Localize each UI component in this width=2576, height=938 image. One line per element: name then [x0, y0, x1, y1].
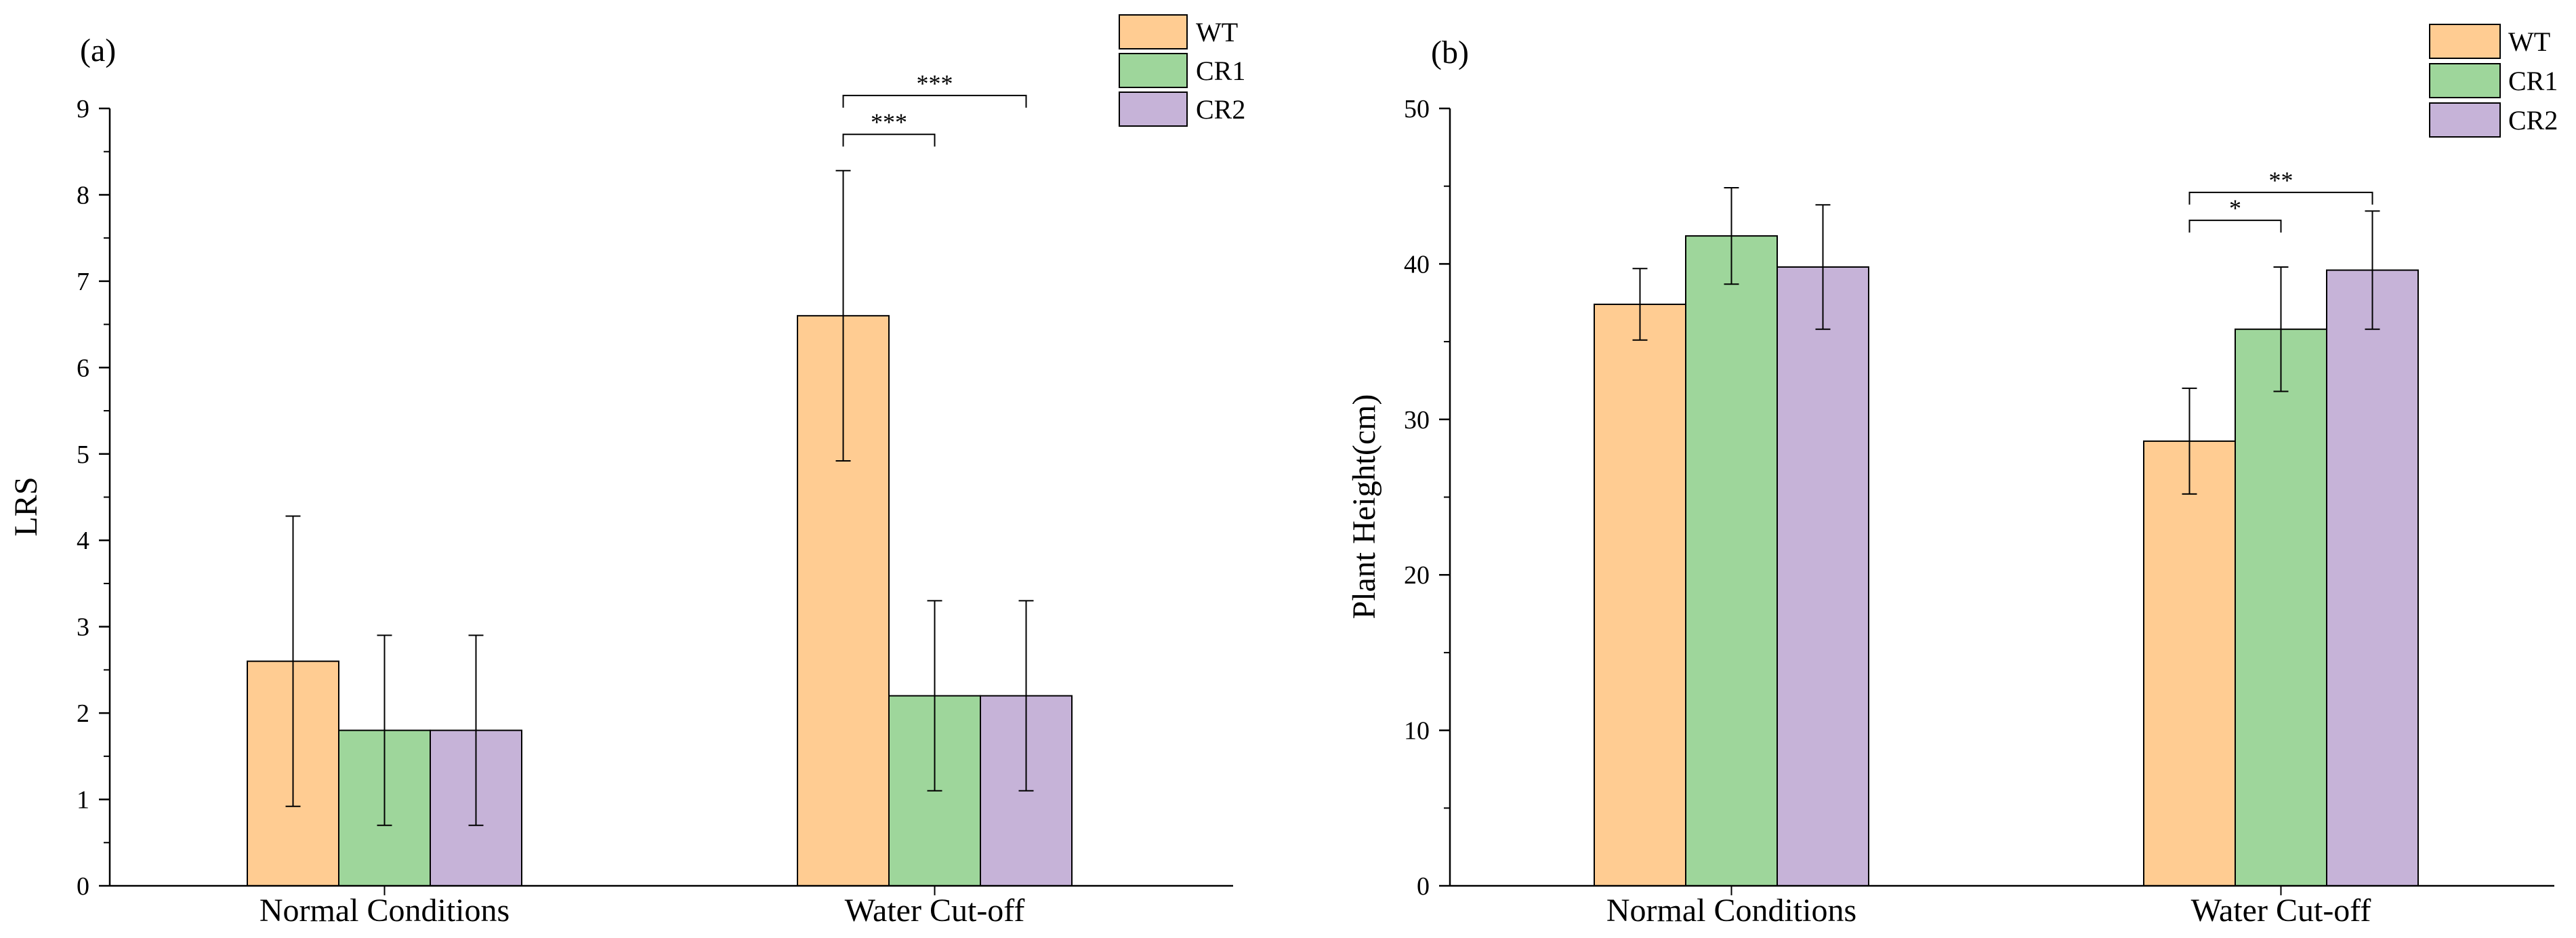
legend-label-wt: WT — [1196, 17, 1238, 47]
bar-cr2-normal — [1777, 266, 1869, 887]
y-tick-label: 20 — [1404, 561, 1430, 590]
chart-panel-b: (b) Normal Conditions Water Cut-off 0 10 20 30… — [1346, 24, 2558, 929]
y-tick-label: 9 — [77, 95, 89, 123]
chart-panel-a: (a) Normal Conditions Water Cut-off 0 1 2 3 4 5 6… — [8, 14, 1245, 929]
significance-bracket — [842, 134, 936, 147]
significance-label: *** — [917, 70, 953, 97]
panel-label: (b) — [1431, 35, 1469, 70]
y-axis-title: LRS — [8, 476, 44, 536]
y-tick-label: 10 — [1404, 717, 1430, 746]
legend-swatch-cr1 — [2429, 63, 2501, 98]
x-tick-label: Normal Conditions — [1606, 893, 1856, 929]
y-tick-label: 5 — [77, 441, 89, 469]
legend-swatch-wt — [2429, 24, 2501, 59]
y-tick-label: 50 — [1404, 95, 1430, 123]
panel-label: (a) — [80, 33, 116, 68]
significance-label: *** — [871, 108, 907, 136]
legend-swatch-cr1 — [1119, 53, 1188, 88]
y-tick-label: 1 — [77, 786, 89, 815]
y-tick-label: 3 — [77, 613, 89, 642]
legend-label-cr2: CR2 — [1196, 94, 1245, 125]
y-tick-label: 6 — [77, 354, 89, 382]
y-axis-title: Plant Height(cm) — [1346, 394, 1382, 619]
legend-swatch-cr2 — [2429, 102, 2501, 138]
significance-bracket — [2188, 220, 2282, 233]
x-tick-label: Water Cut-off — [2191, 893, 2371, 929]
significance-label: * — [2229, 195, 2241, 222]
bar-cr1-normal — [1685, 235, 1778, 887]
x-tick-label: Normal Conditions — [259, 893, 510, 929]
significance-label: ** — [2269, 167, 2293, 194]
y-tick-label: 2 — [77, 699, 89, 728]
significance-bracket — [842, 94, 1027, 108]
bar-wt-normal — [1594, 304, 1686, 886]
legend-label-cr1: CR1 — [1196, 56, 1245, 86]
legend-swatch-cr2 — [1119, 91, 1188, 127]
y-tick-label: 40 — [1404, 250, 1430, 279]
legend-label-cr1: CR1 — [2508, 66, 2558, 96]
x-tick-label: Water Cut-off — [845, 893, 1025, 929]
y-tick-label: 7 — [77, 268, 89, 296]
legend-swatch-wt — [1119, 14, 1188, 49]
legend-label-cr2: CR2 — [2508, 105, 2558, 136]
y-tick-label: 0 — [77, 872, 89, 901]
bar-cr2-cutoff — [2326, 269, 2419, 886]
y-tick-label: 30 — [1404, 406, 1430, 434]
bar-wt-cutoff — [2143, 440, 2236, 886]
bar-cr1-cutoff — [2235, 328, 2327, 886]
significance-bracket — [2188, 191, 2373, 205]
y-tick-label: 8 — [77, 181, 89, 209]
y-tick-label: 4 — [77, 527, 89, 555]
legend-label-wt: WT — [2508, 26, 2550, 57]
y-tick-label: 0 — [1417, 872, 1430, 901]
